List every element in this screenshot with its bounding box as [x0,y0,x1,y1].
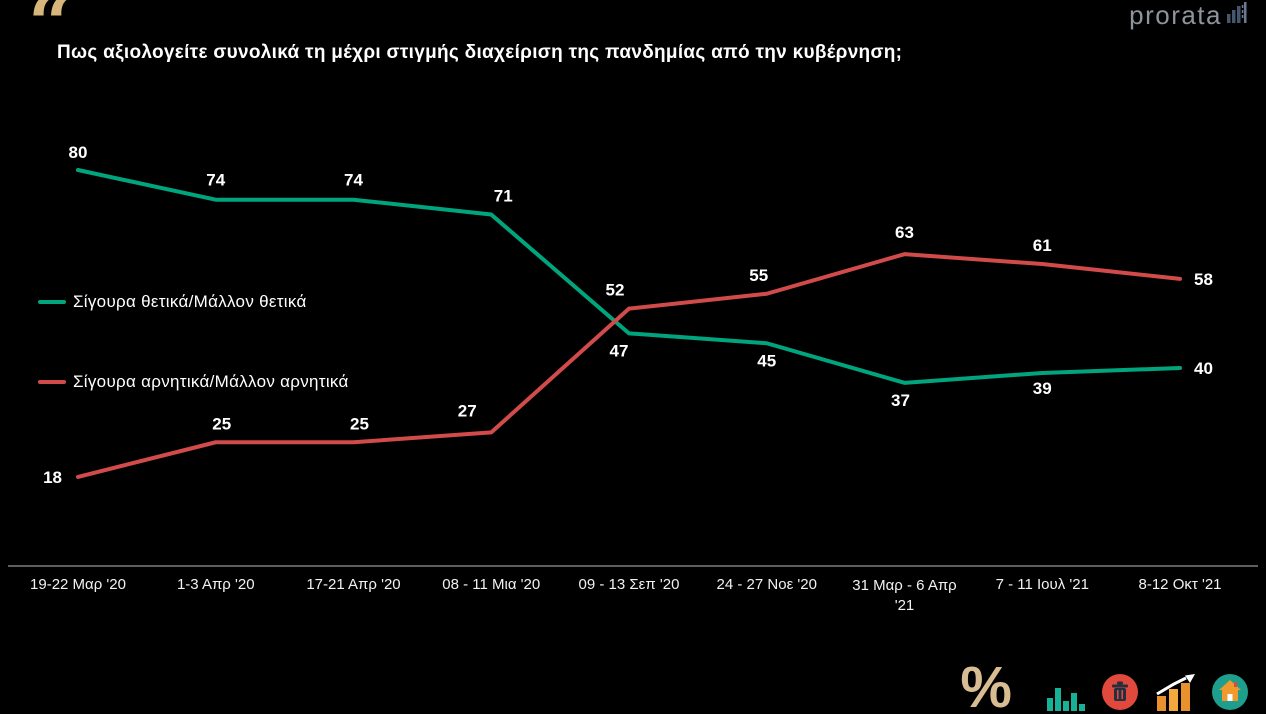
x-axis-label: 08 - 11 Μια '20 [442,576,541,593]
data-label: 71 [494,187,513,206]
footer-icons: % [960,655,1250,714]
chart-title: Πως αξιολογείτε συνολικά τη μέχρι στιγμή… [57,42,903,63]
data-label: 74 [344,171,363,190]
x-axis-label: 09 - 13 Σεπ '20 [578,576,680,593]
trash-icon [1100,672,1140,712]
data-label: 52 [606,281,625,300]
data-label: 55 [749,266,768,285]
prorata-logo-icon [1226,0,1250,31]
legend-item-positive: Σίγουρα θετικά/Μάλλον θετικά [38,292,307,312]
data-label: 63 [895,223,914,242]
data-label: 58 [1194,270,1213,289]
x-axis-label: 7 - 11 Ιουλ '21 [995,576,1089,593]
x-axis-label: 17-21 Απρ '20 [306,576,401,593]
series-line-1 [76,252,1182,479]
data-label: 25 [350,414,369,433]
data-label: 27 [458,401,477,420]
legend-swatch-positive [38,300,66,304]
data-label: 80 [69,143,88,162]
x-axis-labels: 19-22 Μαρ '20 1-3 Απρ '20 17-21 Απρ '20 08 … [0,576,1266,636]
data-label: 45 [757,351,776,370]
data-label: 37 [891,391,910,410]
data-label: 40 [1194,359,1213,378]
legend-label-negative: Σίγουρα αρνητικά/Μάλλον αρνητικά [73,372,349,391]
data-label: 61 [1033,236,1052,255]
data-label: 18 [43,468,62,487]
data-label: 47 [610,341,629,360]
quote-icon: “ [28,0,73,70]
series-line-0 [76,168,1182,385]
x-axis-label: 8-12 Οκτ '21 [1138,576,1222,593]
prorata-logo-text: prorata [1129,0,1222,30]
legend-label-positive: Σίγουρα θετικά/Μάλλον θετικά [73,292,307,311]
home-icon [1210,672,1250,712]
data-label: 39 [1033,379,1052,398]
legend-item-negative: Σίγουρα αρνητικά/Μάλλον αρνητικά [38,372,349,392]
legend-swatch-negative [38,380,66,384]
prorata-logo: prorata [1129,0,1250,31]
x-axis-label: 19-22 Μαρ '20 [30,576,126,593]
x-axis-label: 1-3 Απρ '20 [176,576,255,593]
x-axis-label: 24 - 27 Νοε '20 [716,576,817,593]
x-axis-label: 31 Μαρ - 6 Απρ '21 [852,577,957,615]
bar-chart-icon [1046,680,1086,712]
data-label: 25 [212,414,231,433]
percent-icon: % [960,655,1012,714]
growth-chart-icon [1154,674,1196,712]
data-label: 74 [206,171,225,190]
